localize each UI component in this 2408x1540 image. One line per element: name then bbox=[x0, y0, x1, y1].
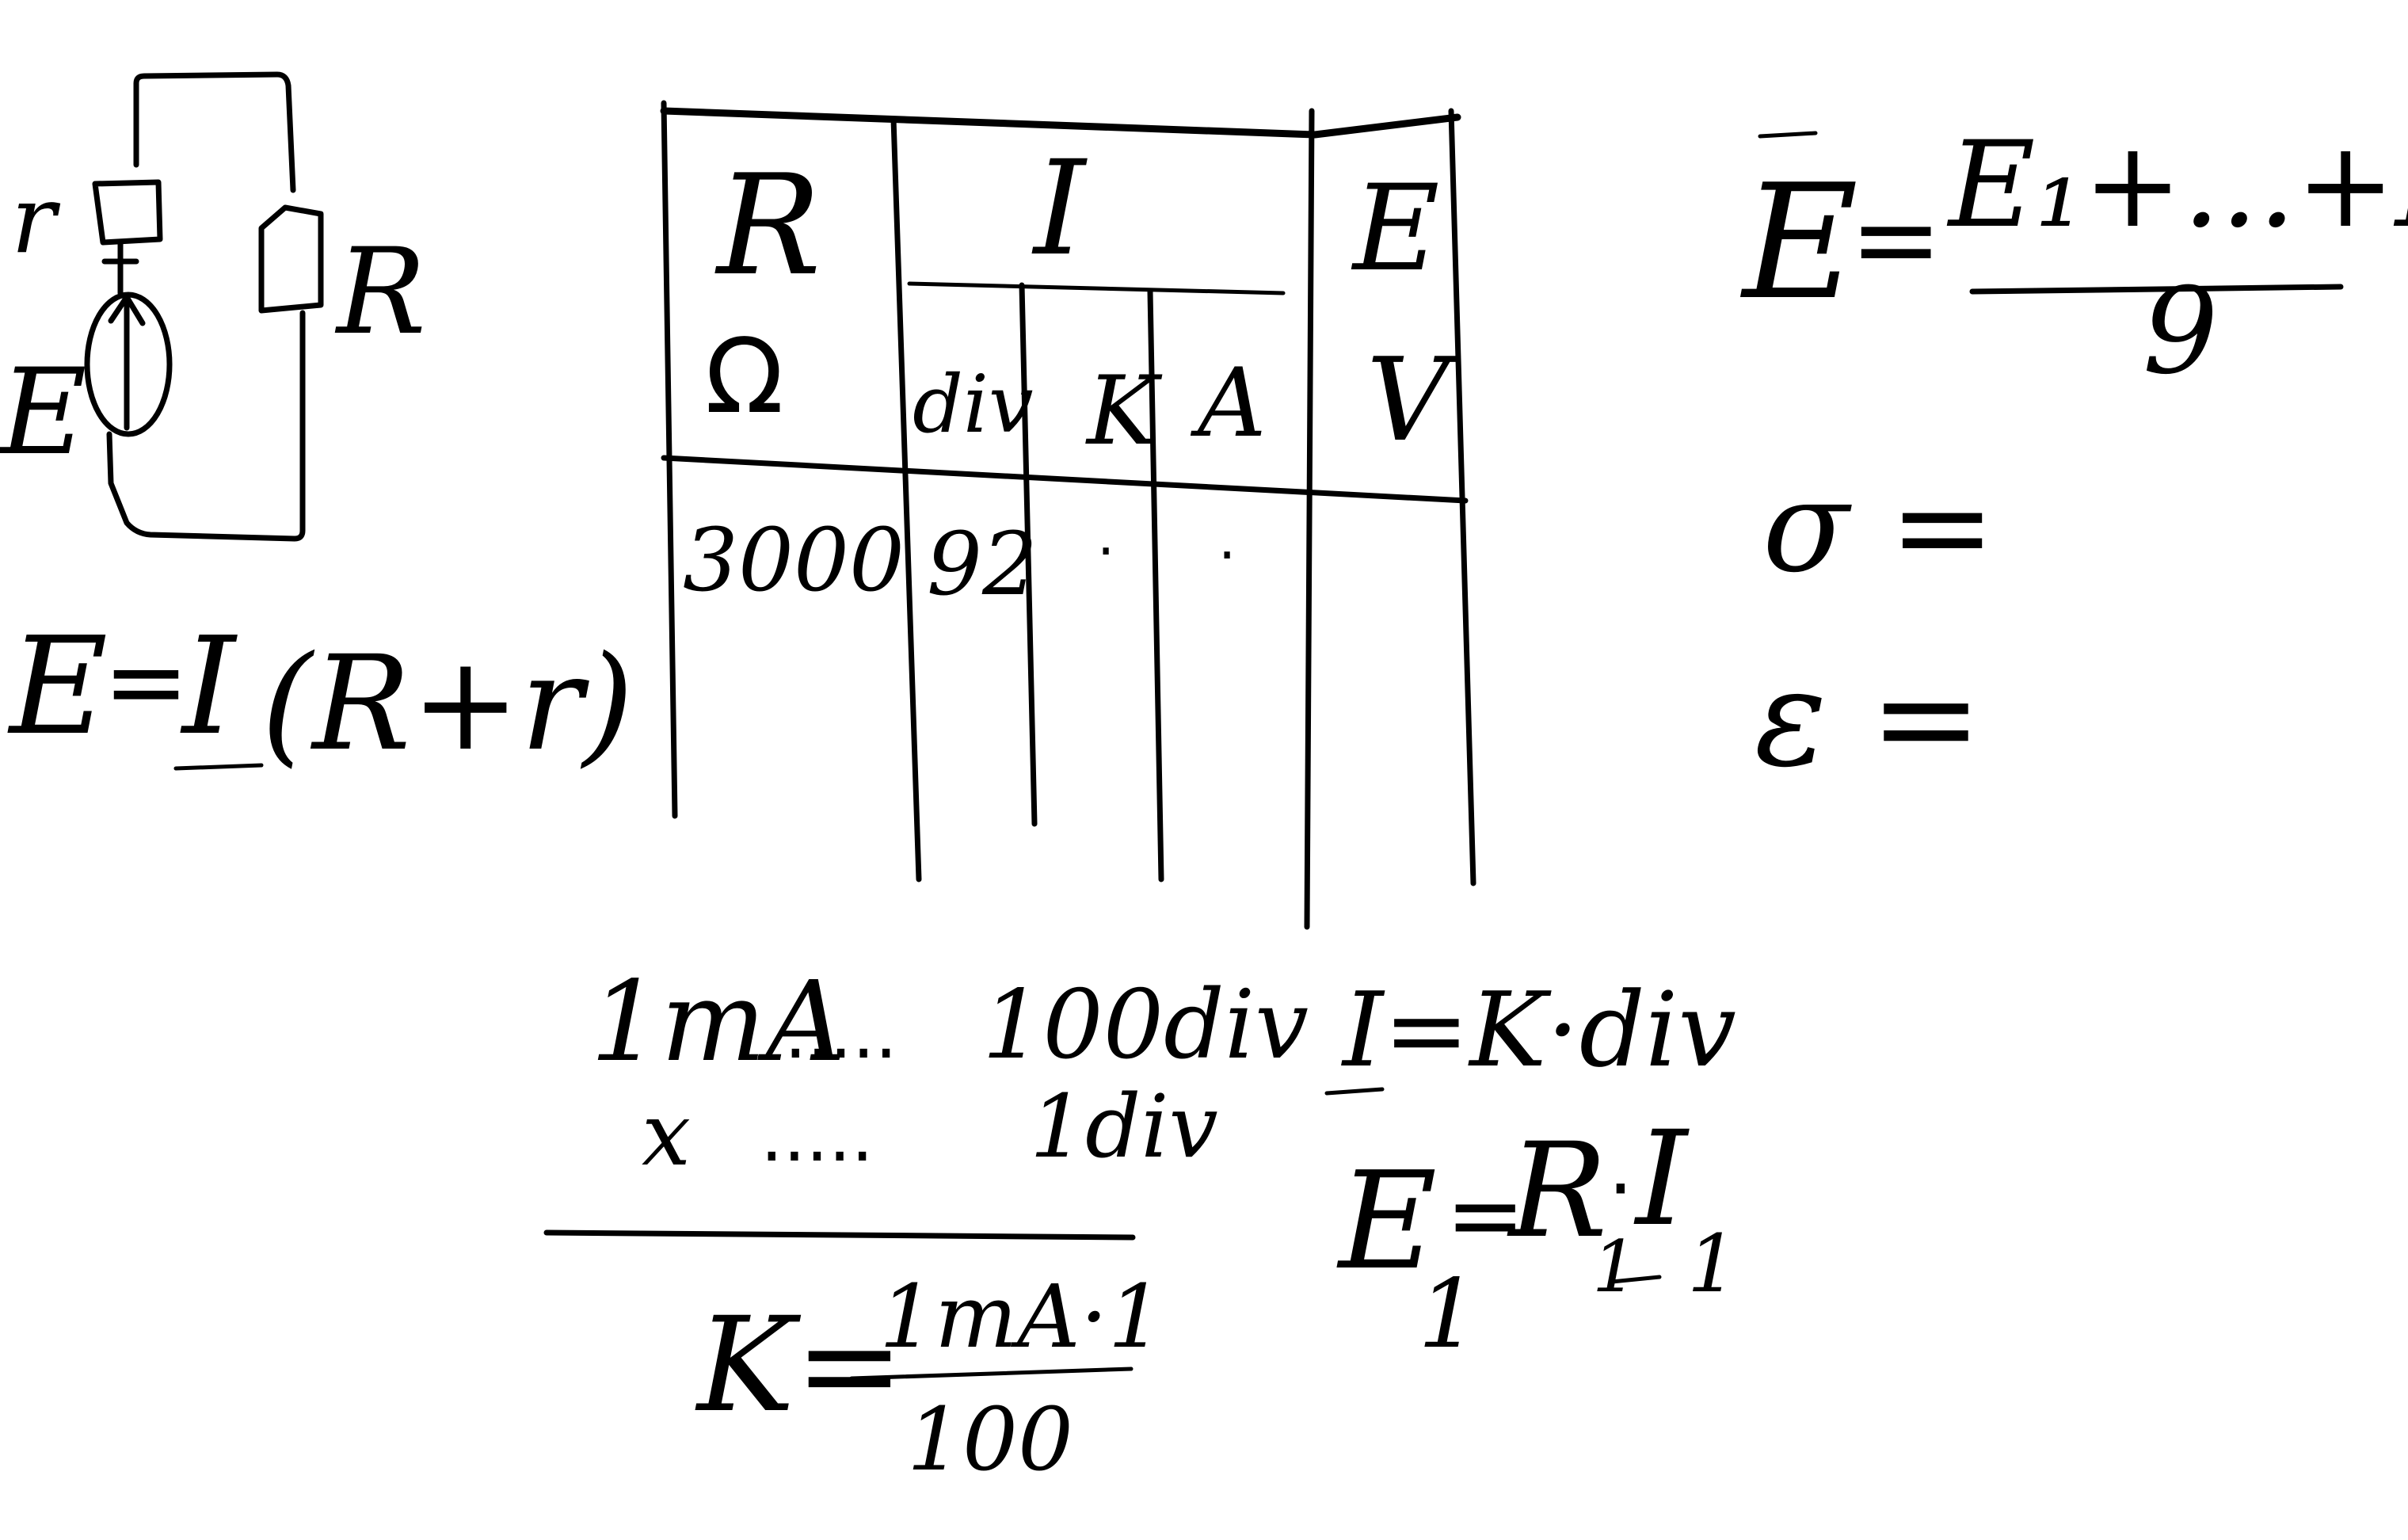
internal-resistor-lead bbox=[101, 241, 139, 296]
e1-I: I bbox=[1633, 1103, 1690, 1255]
calib-k-denominator: 100 bbox=[907, 1389, 1073, 1490]
table-col-4 bbox=[1304, 108, 1315, 930]
table-unit-K: K bbox=[1085, 356, 1163, 467]
e1-I-sub: 1 bbox=[1687, 1218, 1738, 1310]
formula-I: I bbox=[180, 608, 238, 765]
sigma-lhs: σ = bbox=[1762, 452, 1995, 600]
table-unit-V: V bbox=[1366, 334, 1460, 467]
table-I-subheader-line bbox=[907, 281, 1286, 295]
calib-line2-dots: ..... bbox=[760, 1095, 874, 1178]
table-cell-div: 92 bbox=[927, 513, 1038, 615]
source-e-arrow bbox=[108, 294, 146, 431]
table-col-1 bbox=[890, 116, 922, 882]
table-unit-div: div bbox=[913, 358, 1034, 451]
epsilon-lhs: ε = bbox=[1755, 640, 1983, 797]
table-unit-ohm: Ω bbox=[705, 316, 783, 436]
statistics-block: E = E₁+...+E₉ 9 σ = ε = bbox=[1739, 116, 2408, 797]
i-formula: I=K·div bbox=[1341, 970, 1736, 1090]
calib-line2-left: x bbox=[642, 1084, 691, 1185]
table-col-3 bbox=[1147, 288, 1164, 882]
data-table bbox=[660, 100, 1476, 930]
table-col-right bbox=[1448, 108, 1476, 886]
e1-eq: = bbox=[1446, 1161, 1526, 1271]
calib-line1-left: 1mA bbox=[590, 958, 846, 1087]
circuit-formula: E = I (R+r) bbox=[7, 608, 634, 780]
calib-line1-dots: ..... bbox=[784, 992, 897, 1075]
e1-dot: · bbox=[1608, 1142, 1633, 1235]
source-e-circle bbox=[84, 292, 173, 437]
table-col-left bbox=[661, 100, 678, 819]
calib-k-lhs: K= bbox=[695, 1289, 905, 1441]
mean-fraction-bar bbox=[1969, 284, 2344, 295]
table-cell-A: · bbox=[1218, 523, 1236, 588]
table-header-R: R bbox=[714, 146, 821, 307]
e1-R: R bbox=[1507, 1115, 1607, 1267]
calib-k-fraction-bar bbox=[849, 1367, 1134, 1381]
formula-paren: (R+r) bbox=[261, 627, 634, 780]
table-cell-K: · bbox=[1097, 519, 1114, 584]
label-E-source: E bbox=[0, 344, 87, 482]
e1-sub: 1 bbox=[1418, 1260, 1478, 1370]
table-unit-A: A bbox=[1190, 349, 1267, 459]
circuit-wire-right bbox=[106, 310, 306, 542]
table-top-border bbox=[660, 107, 1461, 139]
table-cell-R: 3000 bbox=[683, 509, 905, 611]
mean-lhs: E bbox=[1739, 151, 1858, 335]
calibration-block: 1mA ..... 100div x ..... 1div K= 1mA·1 1… bbox=[543, 958, 1309, 1490]
calib-k-numerator: 1mA·1 bbox=[879, 1266, 1164, 1367]
circuit-wire bbox=[133, 71, 296, 193]
external-resistor-R bbox=[258, 204, 324, 314]
i-formula-underline bbox=[1324, 1087, 1385, 1096]
mean-denominator: 9 bbox=[2143, 263, 2218, 401]
table-col-2 bbox=[1019, 282, 1038, 827]
formula-I-underline bbox=[173, 763, 264, 771]
formula-e: E bbox=[7, 608, 108, 765]
table-header-I: I bbox=[1031, 132, 1088, 284]
calib-separator bbox=[543, 1229, 1136, 1241]
e1-R-sub: 1 bbox=[1592, 1226, 1637, 1309]
label-r: r bbox=[11, 165, 61, 274]
calib-line2-right: 1div bbox=[1030, 1076, 1218, 1177]
table-header-divider bbox=[661, 455, 1469, 504]
label-R-external: R bbox=[334, 223, 426, 361]
e1-I-underline bbox=[1610, 1275, 1662, 1284]
formula-eq: = bbox=[103, 621, 189, 741]
circuit-diagram bbox=[84, 71, 324, 542]
internal-resistor-r bbox=[92, 179, 163, 246]
mean-bar bbox=[1758, 131, 1818, 139]
relations-block: I=K·div E 1 = R 1 · I 1 bbox=[1324, 970, 1738, 1370]
calib-line1-right: 100div bbox=[982, 970, 1309, 1081]
mean-eq: = bbox=[1850, 175, 1942, 304]
table-header-E: E bbox=[1351, 160, 1440, 298]
mean-numerator: E₁+...+E₉ bbox=[1946, 116, 2408, 254]
e1-lhs: E bbox=[1336, 1143, 1437, 1300]
